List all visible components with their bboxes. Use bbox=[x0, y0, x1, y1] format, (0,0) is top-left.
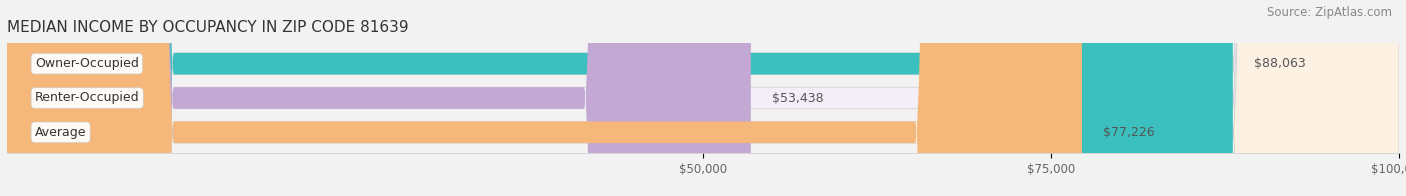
FancyBboxPatch shape bbox=[7, 0, 1083, 196]
Text: Owner-Occupied: Owner-Occupied bbox=[35, 57, 139, 70]
FancyBboxPatch shape bbox=[7, 0, 1399, 196]
FancyBboxPatch shape bbox=[7, 0, 1233, 196]
FancyBboxPatch shape bbox=[7, 0, 751, 196]
Text: $88,063: $88,063 bbox=[1254, 57, 1305, 70]
Text: Renter-Occupied: Renter-Occupied bbox=[35, 92, 139, 104]
Text: $53,438: $53,438 bbox=[772, 92, 824, 104]
FancyBboxPatch shape bbox=[7, 0, 1399, 196]
Text: MEDIAN INCOME BY OCCUPANCY IN ZIP CODE 81639: MEDIAN INCOME BY OCCUPANCY IN ZIP CODE 8… bbox=[7, 20, 409, 35]
Text: $77,226: $77,226 bbox=[1102, 126, 1154, 139]
Text: Source: ZipAtlas.com: Source: ZipAtlas.com bbox=[1267, 6, 1392, 19]
Text: Average: Average bbox=[35, 126, 86, 139]
FancyBboxPatch shape bbox=[7, 0, 1399, 196]
